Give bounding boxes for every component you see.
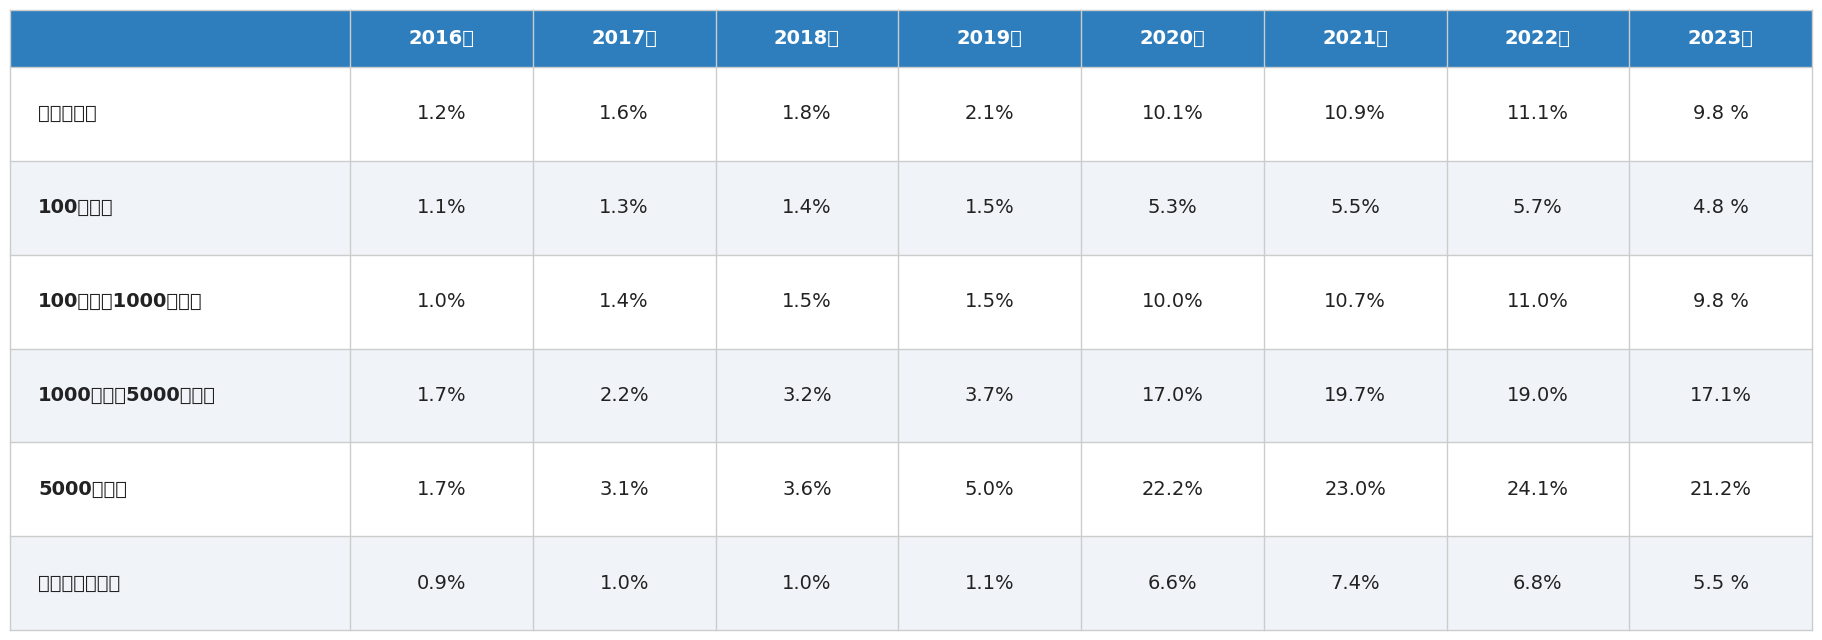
Text: 3.1%: 3.1% [599,480,649,499]
Text: 1.3%: 1.3% [599,198,649,217]
Text: 1000人以上5000人未満: 1000人以上5000人未満 [38,386,217,405]
Text: 0.9%: 0.9% [417,573,466,593]
Text: 11.1%: 11.1% [1507,104,1569,124]
Text: 公務（官公庁）: 公務（官公庁） [38,573,120,593]
Text: 1.1%: 1.1% [966,573,1015,593]
Bar [9,536,1813,630]
Text: 5.0%: 5.0% [966,480,1015,499]
Text: 5000人以上: 5000人以上 [38,480,128,499]
Text: 5.3%: 5.3% [1148,198,1197,217]
Text: 1.5%: 1.5% [966,292,1015,311]
Text: 1.6%: 1.6% [599,104,649,124]
Text: 2016年: 2016年 [408,29,474,48]
Text: 1.8%: 1.8% [782,104,831,124]
Text: 1.7%: 1.7% [417,480,466,499]
Text: 7.4%: 7.4% [1330,573,1379,593]
Text: 100人未満: 100人未満 [38,198,113,217]
Text: 11.0%: 11.0% [1507,292,1569,311]
Text: 2.1%: 2.1% [966,104,1015,124]
Text: 100人以上1000人未満: 100人以上1000人未満 [38,292,202,311]
Text: 4.8 %: 4.8 % [1693,198,1749,217]
Text: 2023年: 2023年 [1687,29,1753,48]
Text: 1.0%: 1.0% [599,573,649,593]
Text: 2.2%: 2.2% [599,386,649,405]
Text: 2021年: 2021年 [1323,29,1388,48]
Bar [9,67,1813,161]
Text: 24.1%: 24.1% [1507,480,1569,499]
Bar [9,442,1813,536]
Text: 5.5%: 5.5% [1330,198,1379,217]
Text: 10.7%: 10.7% [1325,292,1387,311]
Text: 1.4%: 1.4% [599,292,649,311]
Text: 21.2%: 21.2% [1689,480,1751,499]
Text: 6.8%: 6.8% [1512,573,1563,593]
Text: 1.5%: 1.5% [782,292,833,311]
Text: 23.0%: 23.0% [1325,480,1387,499]
Text: 10.0%: 10.0% [1142,292,1203,311]
Text: 17.0%: 17.0% [1141,386,1203,405]
Text: 2018年: 2018年 [774,29,840,48]
Text: 9.8 %: 9.8 % [1693,104,1749,124]
Text: 1.5%: 1.5% [966,198,1015,217]
Text: 2017年: 2017年 [590,29,658,48]
Text: 5.7%: 5.7% [1512,198,1563,217]
Text: 1.7%: 1.7% [417,386,466,405]
Text: 10.1%: 10.1% [1141,104,1203,124]
Text: 6.6%: 6.6% [1148,573,1197,593]
Text: 19.7%: 19.7% [1325,386,1387,405]
Text: 22.2%: 22.2% [1141,480,1203,499]
Text: 1.2%: 1.2% [417,104,466,124]
Bar [9,255,1813,349]
Text: 5.5 %: 5.5 % [1693,573,1749,593]
Text: 1.1%: 1.1% [417,198,466,217]
Text: 3.6%: 3.6% [782,480,831,499]
Text: 2020年: 2020年 [1139,29,1204,48]
Text: 19.0%: 19.0% [1507,386,1569,405]
Text: 9.8 %: 9.8 % [1693,292,1749,311]
Text: 2019年: 2019年 [957,29,1022,48]
Text: 3.2%: 3.2% [782,386,831,405]
Text: 1.0%: 1.0% [782,573,831,593]
Text: 10.9%: 10.9% [1325,104,1387,124]
Text: 雇用者・計: 雇用者・計 [38,104,97,124]
Bar [9,161,1813,255]
Text: 17.1%: 17.1% [1689,386,1751,405]
Text: 3.7%: 3.7% [966,386,1015,405]
Bar [9,10,1813,67]
Bar [9,349,1813,442]
Text: 2022年: 2022年 [1505,29,1571,48]
Text: 1.0%: 1.0% [417,292,466,311]
Text: 1.4%: 1.4% [782,198,831,217]
